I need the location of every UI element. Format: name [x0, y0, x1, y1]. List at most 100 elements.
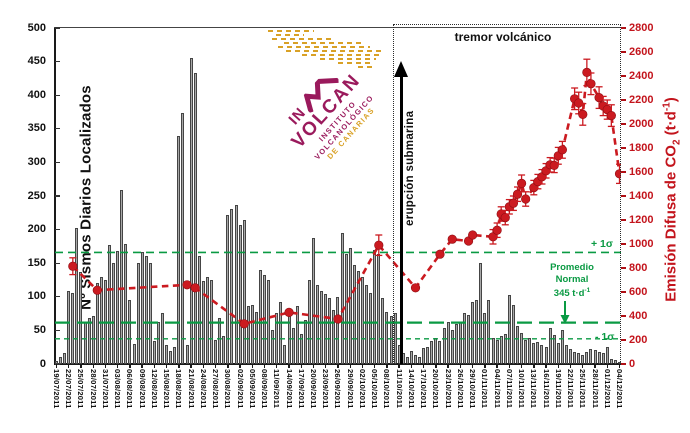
left-axis-tick-label: 150	[27, 256, 46, 269]
x-axis-tick	[582, 364, 584, 368]
seismic-bar	[348, 248, 352, 364]
seismic-bar	[173, 347, 177, 364]
left-axis-tick	[55, 161, 60, 164]
logo-gold-dash-row	[276, 34, 304, 36]
right-axis-tick-label: 0	[629, 357, 636, 370]
sigma-plus-label: + 1σ	[591, 238, 614, 250]
logo-gold-dash-row	[358, 66, 376, 68]
seismic-bar	[226, 214, 230, 364]
seismic-bar	[112, 263, 116, 364]
seismic-bar	[324, 294, 328, 364]
x-axis-tick-label: 27/08/2011	[211, 369, 221, 409]
seismic-bar	[144, 256, 148, 364]
right-axis-tick-label: 2200	[629, 93, 654, 106]
seismic-bar	[108, 245, 112, 364]
seismic-bar	[91, 315, 95, 364]
seismic-bar	[169, 350, 173, 364]
x-axis-tick	[227, 364, 229, 368]
seismic-bar	[185, 344, 189, 364]
seismic-bar	[59, 357, 63, 364]
seismic-bar	[242, 219, 246, 364]
seismic-bar	[214, 339, 218, 364]
co2-point	[92, 285, 102, 295]
right-axis-tick-label: 400	[629, 309, 648, 322]
seismic-bar	[189, 57, 193, 364]
co2-point	[182, 280, 192, 290]
seismic-bar	[152, 341, 156, 364]
seismic-bar	[156, 321, 160, 364]
x-axis-tick-label: 17/09/2011	[296, 369, 306, 409]
seismic-bar	[271, 329, 275, 364]
x-axis-tick	[569, 364, 572, 368]
x-axis-tick	[349, 364, 351, 368]
x-axis-tick	[276, 364, 278, 368]
x-axis-tick	[435, 364, 437, 368]
x-axis-tick-label: 05/09/2011	[247, 369, 257, 409]
seismic-bar	[136, 263, 140, 364]
right-axis-tick-label: 2000	[629, 117, 654, 130]
right-axis-tick-label: 1000	[629, 237, 654, 250]
right-axis-tick	[621, 147, 626, 149]
co2-point	[500, 213, 510, 223]
involcan-logo: IN VOLCAN INSTITUTO VOLCANOLÓGICO DE CAN…	[262, 30, 402, 178]
logo-gold-dash-row	[302, 54, 380, 56]
x-axis-tick	[239, 364, 241, 368]
x-axis-tick-label: 06/08/2011	[125, 369, 135, 409]
left-axis-tick	[55, 60, 60, 63]
seismic-bar	[140, 251, 144, 364]
x-axis-tick-label: 14/10/2011	[406, 369, 416, 409]
x-axis-tick-label: 17/10/2011	[419, 369, 429, 409]
x-axis-tick	[251, 364, 254, 368]
left-axis-tick-label: 450	[27, 55, 46, 68]
right-axis-tick	[621, 51, 626, 53]
left-axis-tick-label: 100	[27, 290, 46, 303]
seismic-bar	[205, 276, 209, 364]
seismic-bar	[295, 306, 299, 364]
promedio-line3: 345 t·d-1	[543, 285, 601, 300]
x-axis-tick	[508, 364, 511, 368]
seismic-bar	[132, 343, 136, 364]
promedio-normal-annotation: Promedio Normal 345 t·d-1	[543, 262, 601, 300]
seismic-bar	[320, 291, 324, 364]
co2-point	[190, 283, 200, 293]
promedio-line1: Promedio	[550, 262, 594, 273]
right-axis-tick	[621, 195, 626, 197]
seismic-bar	[230, 209, 234, 364]
seismic-bar	[222, 336, 226, 364]
x-axis-tick-label: 02/10/2011	[357, 369, 367, 409]
logo-gold-dash-row	[278, 46, 370, 48]
co2-point	[447, 234, 457, 244]
x-axis-tick	[263, 364, 266, 368]
x-axis-tick-label: 05/10/2011	[370, 369, 380, 409]
seismic-bar	[369, 292, 373, 364]
right-axis-tick-label: 2400	[629, 69, 654, 82]
seismic-bar	[291, 327, 295, 364]
x-axis-tick	[337, 364, 339, 368]
right-axis-tick	[621, 123, 626, 125]
co2-point	[468, 230, 478, 240]
left-axis-tick-label: 400	[27, 88, 46, 101]
right-axis-tick	[621, 315, 626, 317]
seismic-bar	[356, 271, 360, 364]
seismic-bar	[385, 311, 389, 364]
seismic-bar	[234, 204, 238, 364]
right-axis-tick	[621, 75, 626, 77]
seismic-bar	[352, 264, 356, 364]
x-axis-tick-label: 16/11/2011	[541, 369, 551, 409]
seismic-bar	[258, 269, 262, 364]
seismic-bar	[283, 344, 287, 364]
left-axis-tick-label: 500	[27, 21, 46, 34]
seismic-bar	[120, 189, 124, 364]
right-axis-tick-label: 1600	[629, 165, 654, 178]
logo-gold-dash-row	[286, 50, 382, 52]
x-axis-tick	[606, 364, 608, 368]
x-axis-tick-label: 29/09/2011	[345, 369, 355, 409]
co2-point	[516, 178, 527, 188]
x-axis-tick-label: 20/09/2011	[309, 369, 319, 409]
x-axis-tick	[129, 364, 131, 368]
x-axis-tick	[190, 364, 192, 368]
seismic-bar	[360, 276, 364, 364]
x-axis-tick-label: 20/10/2011	[431, 369, 441, 409]
left-axis-tick-label: 0	[39, 357, 46, 370]
tremor-label: tremor volcánico	[454, 30, 552, 44]
